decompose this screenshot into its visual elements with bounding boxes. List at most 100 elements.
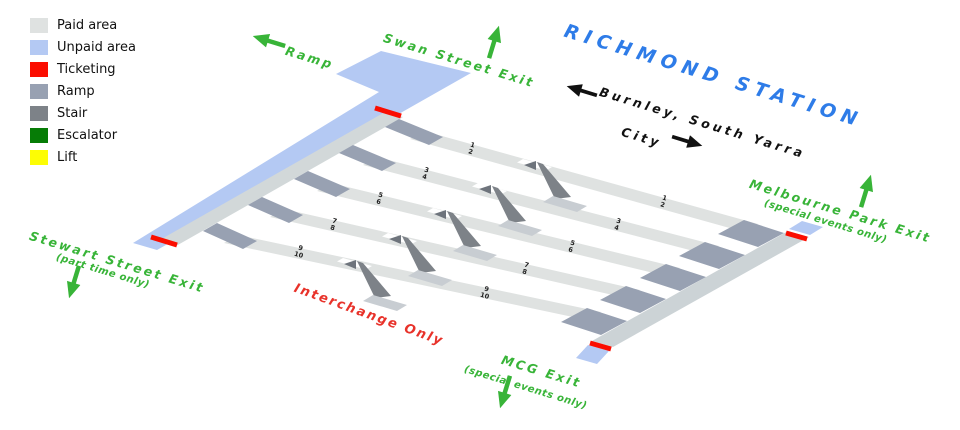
- stair-flight: [357, 261, 391, 298]
- interchange-landing: [543, 196, 587, 212]
- svg-text:6: 6: [567, 245, 574, 254]
- svg-text:7: 7: [523, 261, 530, 270]
- svg-text:10: 10: [479, 291, 490, 301]
- legend-label: Paid area: [57, 17, 118, 33]
- svg-text:9: 9: [483, 285, 490, 294]
- platform-number-5-6-west: 5 6: [375, 191, 384, 207]
- stair-flight: [402, 236, 436, 273]
- burnley-direction-arrow-icon: [563, 78, 600, 101]
- island-platform-5-6: [317, 183, 680, 276]
- svg-text:3: 3: [615, 217, 622, 226]
- ramp-swatch: [30, 83, 48, 99]
- swan-street-unpaid-ramp: [133, 51, 471, 250]
- svg-text:1: 1: [469, 141, 476, 150]
- platform-number-7-8-west: 7 8: [329, 217, 338, 233]
- interchange-landing: [363, 295, 407, 311]
- legend-label: Stair: [57, 105, 88, 121]
- legend: Paid area Unpaid area Ticketing Ramp Sta…: [30, 14, 136, 168]
- svg-text:8: 8: [329, 223, 336, 232]
- svg-text:3: 3: [423, 166, 430, 175]
- ticket-gate-swan: [374, 105, 402, 119]
- legend-item-lift: Lift: [30, 146, 136, 168]
- mcg-unpaid-area: [576, 345, 609, 364]
- escalator-swatch: [30, 127, 48, 143]
- west-access-ramp-1-2: [385, 119, 443, 145]
- legend-item-stair: Stair: [30, 102, 136, 124]
- ticketing-swatch: [30, 61, 48, 77]
- platform-number-5-6-east: 5 6: [567, 239, 576, 255]
- stair-arrow-icon: [524, 161, 536, 170]
- ticket-gate-stewart: [150, 234, 178, 248]
- interchange-stair-9-10: [337, 258, 407, 311]
- melbourne-park-exit-arrow-icon: [854, 173, 877, 210]
- east-access-ramp-9-10: [561, 308, 627, 335]
- island-platform-1-2: [410, 131, 758, 232]
- platform-number-9-10-east: 9 10: [479, 285, 490, 301]
- interchange-landing: [453, 245, 497, 261]
- interchange-stair-3-4: [472, 183, 542, 236]
- platform-number-1-2-east: 1 2: [659, 194, 668, 210]
- platform-number-9-10-west: 9 10: [293, 244, 304, 260]
- west-access-ramp-9-10: [203, 223, 257, 249]
- unpaid-area-swatch: [30, 39, 48, 55]
- stair-arrow-icon: [389, 235, 401, 244]
- svg-text:1: 1: [661, 194, 668, 203]
- platform-number-3-4-west: 3 4: [421, 166, 430, 182]
- legend-label: Ramp: [57, 83, 95, 99]
- interchange-landing: [498, 220, 542, 236]
- west-access-ramp-7-8: [248, 197, 303, 223]
- svg-text:7: 7: [331, 217, 338, 226]
- ramp-arrow-icon: [251, 29, 288, 52]
- east-access-ramp-7-8: [600, 286, 666, 313]
- east-paid-walkway: [592, 231, 809, 347]
- interchange-landing: [408, 270, 452, 286]
- platform-number-1-2-west: 1 2: [467, 141, 476, 157]
- legend-label: Ticketing: [57, 61, 116, 77]
- swan-street-exit-arrow-icon: [482, 24, 505, 61]
- west-access-ramp-3-4: [339, 145, 396, 171]
- svg-text:8: 8: [521, 267, 528, 276]
- city-direction-arrow-icon: [670, 130, 707, 153]
- east-access-ramp-1-2: [718, 220, 784, 247]
- platform-number-3-4-east: 3 4: [613, 217, 622, 233]
- legend-item-ticketing: Ticketing: [30, 58, 136, 80]
- mcg-exit-arrow-icon: [493, 374, 516, 411]
- svg-text:4: 4: [613, 223, 620, 232]
- svg-text:4: 4: [421, 172, 428, 181]
- island-platform-9-10: [224, 235, 601, 320]
- west-paid-walkway: [158, 112, 403, 246]
- lift-swatch: [30, 149, 48, 165]
- platform-number-7-8-east: 7 8: [521, 261, 530, 277]
- legend-item-ramp: Ramp: [30, 80, 136, 102]
- svg-text:6: 6: [375, 197, 382, 206]
- legend-item-paid-area: Paid area: [30, 14, 136, 36]
- legend-label: Unpaid area: [57, 39, 136, 55]
- legend-item-escalator: Escalator: [30, 124, 136, 146]
- svg-text:5: 5: [569, 239, 576, 248]
- stair-arrow-icon: [479, 185, 491, 194]
- stair-flight: [492, 186, 526, 223]
- island-platform-3-4: [363, 157, 719, 254]
- svg-text:2: 2: [467, 147, 474, 156]
- svg-text:10: 10: [293, 250, 304, 260]
- svg-text:9: 9: [297, 244, 304, 253]
- east-access-ramp-3-4: [679, 242, 745, 269]
- stair-flight: [537, 162, 571, 199]
- ticket-gate-melbourne-park: [785, 230, 808, 242]
- interchange-stair-5-6: [427, 208, 497, 261]
- legend-item-unpaid-area: Unpaid area: [30, 36, 136, 58]
- east-access-ramp-5-6: [640, 264, 706, 291]
- west-access-ramp-5-6: [294, 171, 350, 197]
- interchange-stair-1-2: [517, 159, 587, 212]
- legend-label: Lift: [57, 149, 78, 165]
- ticket-gate-mcg: [589, 340, 612, 352]
- svg-text:5: 5: [377, 191, 384, 200]
- melbourne-park-unpaid-area: [789, 221, 823, 235]
- stair-arrow-icon: [434, 210, 446, 219]
- svg-text:2: 2: [659, 200, 666, 209]
- stewart-street-exit-arrow-icon: [62, 264, 85, 301]
- stair-flight: [447, 211, 481, 248]
- stair-arrow-icon: [344, 260, 356, 269]
